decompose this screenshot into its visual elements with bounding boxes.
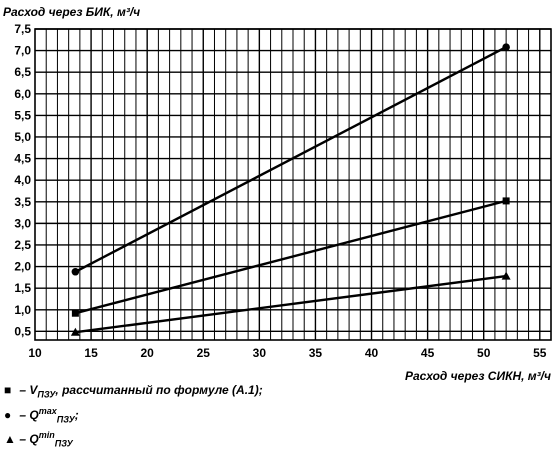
data-point-circle — [71, 267, 80, 276]
legend-symbol: Q — [29, 408, 39, 422]
x-tick-label: 45 — [421, 346, 435, 360]
y-tick-label: 7,0 — [14, 44, 31, 58]
legend-text: ; — [74, 408, 79, 422]
y-tick-label: 6,0 — [14, 87, 31, 101]
y-tick-label: 0,5 — [14, 324, 31, 338]
y-tick-label: 7,5 — [14, 22, 31, 36]
y-tick-label: 5,0 — [14, 130, 31, 144]
grid — [34, 28, 552, 341]
triangle-marker-icon: ▲ — [4, 432, 16, 446]
x-tick-label: 35 — [309, 346, 323, 360]
series-line-circle — [74, 46, 507, 273]
data-point-square — [502, 197, 510, 205]
y-tick-label: 1,5 — [14, 281, 31, 295]
square-marker-icon: ■ — [4, 383, 12, 397]
data-point-circle — [502, 43, 510, 51]
x-axis-title: Расход через СИКН, м³/ч — [405, 369, 551, 383]
legend-dash: – — [19, 432, 27, 446]
y-tick-label: 5,5 — [14, 108, 31, 122]
x-tick-label: 50 — [477, 346, 491, 360]
series-lines — [74, 46, 507, 334]
legend-item-circle: ● – QmaxПЗУ; — [4, 404, 79, 426]
y-tick-label: 4,5 — [14, 152, 31, 166]
legend-superscript: max — [38, 406, 57, 416]
series-line-triangle — [75, 274, 507, 334]
x-tick-label: 25 — [197, 346, 211, 360]
x-tick-label: 10 — [28, 346, 42, 360]
x-tick-label: 15 — [84, 346, 98, 360]
x-tick-label: 20 — [140, 346, 154, 360]
y-tick-label: 6,5 — [14, 65, 31, 79]
y-tick-label: 3,0 — [14, 216, 31, 230]
legend-symbol: Q — [29, 432, 39, 446]
x-tick-label: 55 — [533, 346, 547, 360]
legend-dash: – — [19, 408, 27, 422]
legend-item-square: ■ – VПЗУ, рассчитанный по формуле (А.1); — [4, 383, 263, 401]
x-tick-label: 40 — [365, 346, 379, 360]
legend-subscript: ПЗУ — [54, 438, 73, 449]
legend-subscript: ПЗУ — [56, 414, 75, 425]
y-tick-labels: 0,5 1,0 1,5 2,0 2,5 3,0 3,5 4,0 4,5 5,0 5,5 6,0 6,5 7… — [14, 22, 31, 338]
y-tick-label: 1,0 — [14, 303, 31, 317]
data-point-square — [71, 309, 79, 317]
legend-dash: – — [19, 383, 27, 397]
y-axis-title: Расход через БИК, м³/ч — [3, 5, 140, 19]
data-point-triangle — [70, 327, 80, 336]
series-line-square — [75, 199, 507, 315]
y-tick-label: 3,5 — [14, 195, 31, 209]
legend-item-triangle: ▲ – QminПЗУ — [4, 428, 73, 450]
legend-text: , рассчитанный по формуле (А.1); — [55, 383, 263, 397]
data-point-triangle — [501, 271, 511, 280]
y-tick-label: 4,0 — [14, 173, 31, 187]
legend-symbol: V — [29, 383, 38, 397]
series-markers — [70, 43, 511, 336]
legend-subscript: ПЗУ — [37, 389, 56, 400]
y-tick-label: 2,5 — [14, 238, 31, 252]
y-tick-label: 2,0 — [14, 260, 31, 274]
circle-marker-icon: ● — [4, 408, 12, 422]
x-tick-labels: 10 15 20 25 30 35 40 45 50 55 — [28, 346, 546, 360]
x-tick-label: 30 — [253, 346, 267, 360]
legend-superscript: min — [38, 430, 55, 440]
